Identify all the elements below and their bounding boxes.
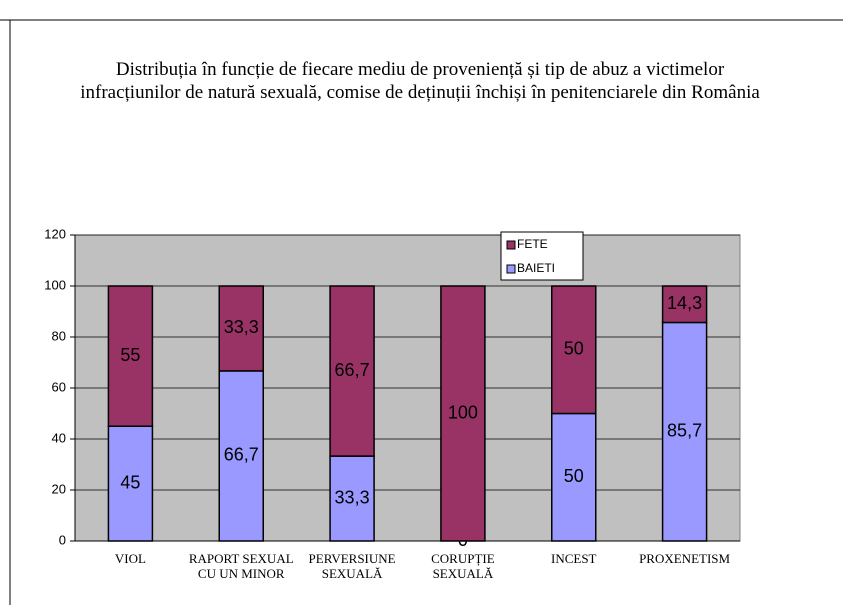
bar-segment: [218, 370, 264, 542]
legend-swatch: [506, 264, 516, 274]
bar-segment: [661, 285, 708, 324]
bar-segment: [661, 321, 708, 542]
data-label: 50: [564, 466, 584, 486]
legend-swatch: [506, 240, 516, 250]
y-tick-label: 0: [59, 532, 66, 547]
x-tick-label: RAPORT SEXUAL CU UN MINOR: [188, 551, 294, 581]
data-label: 33,3: [224, 317, 259, 337]
bar-segment: [551, 285, 597, 415]
chart-title: Distribuția în funcție de fiecare mediu …: [80, 59, 760, 103]
data-label: 66,7: [224, 445, 259, 465]
legend-label: FETE: [517, 237, 548, 251]
y-tick-label: 120: [44, 226, 66, 241]
bar-segment: [107, 425, 154, 542]
y-tick-label: 40: [52, 430, 66, 445]
legend-label: BAIETI: [517, 261, 555, 275]
y-tick-label: 20: [52, 481, 66, 496]
bar-segment: [440, 285, 486, 542]
data-label: 33,3: [335, 487, 370, 507]
x-tick-label: PERVERSIUNE SEXUALĂ: [308, 551, 396, 581]
bar-segment: [329, 455, 375, 542]
data-label: 55: [120, 345, 140, 365]
bar-segment: [107, 285, 154, 427]
y-tick-label: 100: [44, 277, 66, 292]
data-label: 66,7: [335, 360, 370, 380]
x-tick-label: PROXENETISM: [639, 551, 731, 566]
bar-segment: [329, 285, 375, 457]
data-label: 85,7: [667, 420, 702, 440]
data-label: 50: [564, 339, 584, 359]
x-tick-label: VIOL: [114, 551, 146, 566]
data-label: 100: [448, 402, 478, 422]
data-label: 45: [120, 472, 140, 492]
bar-segment: [551, 412, 597, 542]
y-tick-label: 60: [52, 379, 66, 394]
data-label: 14,3: [667, 293, 702, 313]
x-tick-label: CORUPȚIE SEXUALĂ: [431, 551, 495, 581]
x-tick-label: INCEST: [551, 551, 597, 566]
y-tick-label: 80: [52, 328, 66, 343]
bar-segment: [218, 285, 264, 372]
